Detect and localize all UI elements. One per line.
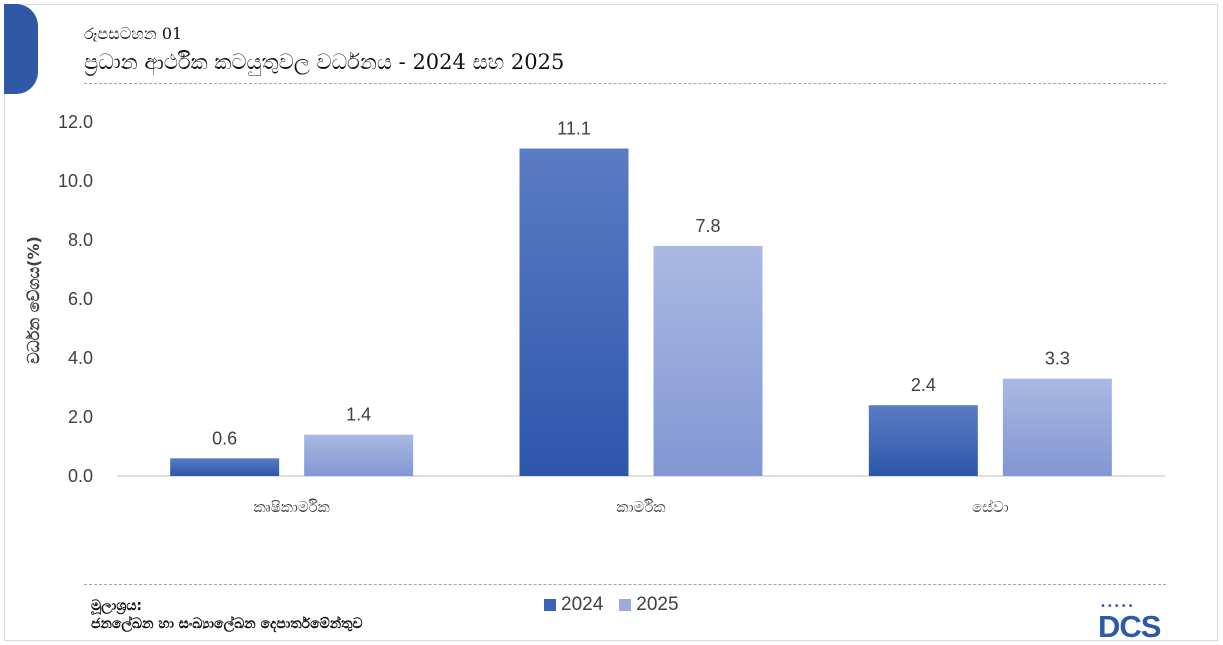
logo-text: DCS [1098, 609, 1161, 644]
bar-2024-2 [868, 405, 978, 476]
bar-2025-2 [1002, 378, 1112, 476]
bar-2024-1 [519, 148, 629, 477]
legend-label-2025: 2025 [636, 594, 679, 615]
legend-item-2024: 2024 [544, 594, 603, 616]
bar-chart: 0.0 2.0 4.0 6.0 8.0 10.0 12.0 වර්ධන වේගය(%) 0.6 1… [24, 112, 1165, 516]
x-category-label-1: කාර්මික [616, 498, 665, 516]
source-text: ජනලේඛන හා සංඛ්‍යාලේඛන දෙපාර්තමේන්තුව [91, 616, 363, 632]
figure-label: රූපසටහන 01 [84, 24, 183, 43]
y-axis-title: වර්ධන වේගය(%) [24, 236, 43, 364]
logo-dots: ••••• [1100, 601, 1135, 612]
y-tick-label-4: 8.0 [68, 230, 93, 250]
y-tick-label-3: 6.0 [68, 289, 93, 309]
x-category-label-2: සේවා [972, 498, 1009, 516]
data-label-2025-2: 3.3 [1045, 349, 1070, 369]
legend-swatch-2024 [544, 599, 556, 611]
bar-2024-0 [170, 458, 280, 476]
top-divider [84, 83, 1166, 84]
legend-swatch-2025 [619, 599, 632, 611]
data-label-2024-2: 2.4 [911, 375, 936, 395]
y-tick-label-2: 4.0 [68, 348, 93, 368]
data-label-2025-1: 7.8 [695, 216, 720, 236]
chart-title: ප්‍රධාන ආර්ථික කටයුතුවල වර්ධනය - 2024 සහ… [84, 50, 565, 74]
figure-frame [4, 4, 1218, 641]
dcs-logo: ••••• DCS [1098, 601, 1174, 645]
y-tick-label-5: 10.0 [58, 171, 93, 191]
data-label-2025-0: 1.4 [346, 405, 371, 425]
y-tick-label-6: 12.0 [58, 112, 93, 132]
y-tick-label-0: 0.0 [68, 466, 93, 486]
bar-2025-0 [304, 434, 414, 476]
chart-legend: 2024 2025 [544, 594, 679, 616]
accent-tab [4, 4, 38, 94]
y-tick-label-1: 2.0 [68, 407, 93, 427]
data-label-2024-0: 0.6 [212, 428, 237, 448]
bottom-divider [84, 584, 1166, 585]
legend-label-2024: 2024 [561, 594, 604, 615]
source-label: මූලාශ්‍රය: [91, 598, 143, 614]
bar-2025-1 [653, 245, 763, 476]
legend-item-2025: 2025 [619, 594, 679, 616]
x-category-label-0: කෘෂිකාර්මික [253, 498, 329, 516]
data-label-2024-1: 11.1 [557, 119, 591, 139]
